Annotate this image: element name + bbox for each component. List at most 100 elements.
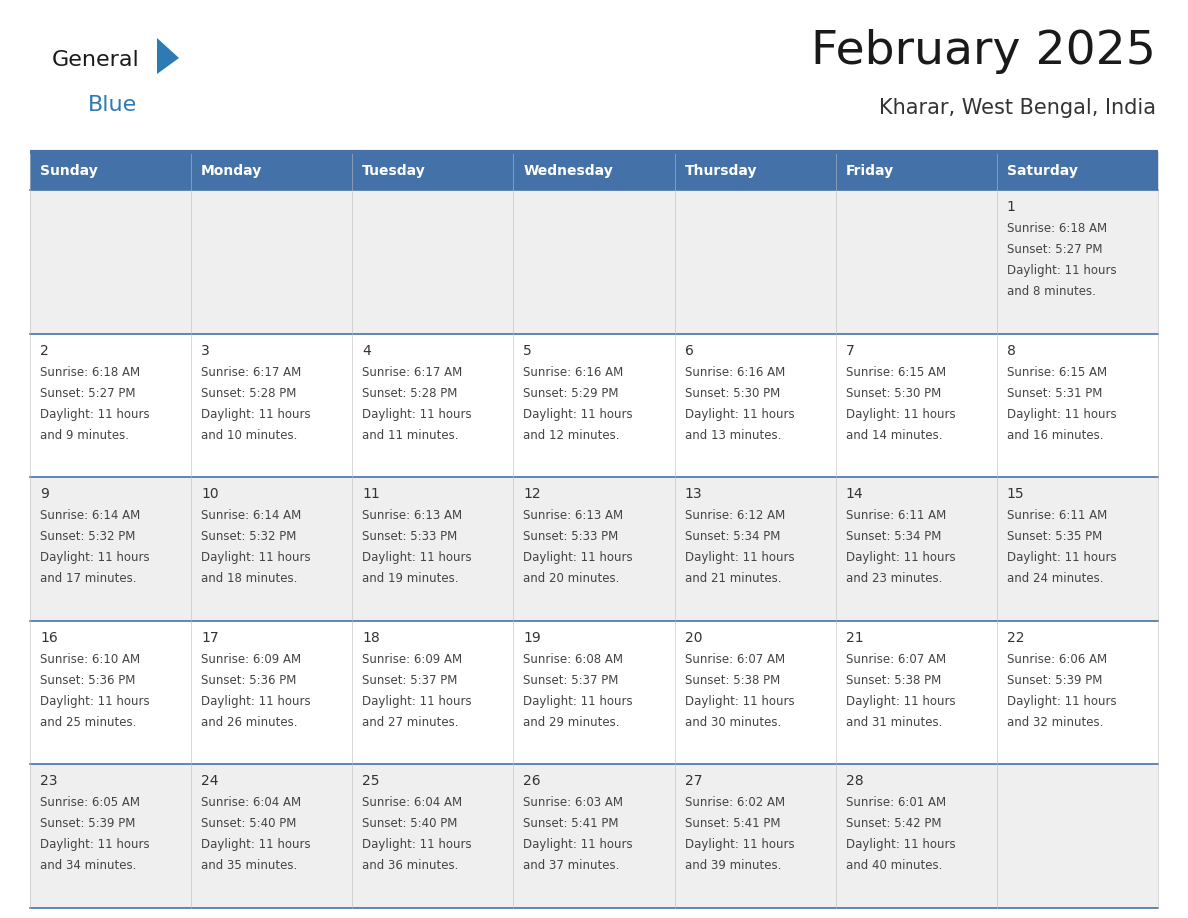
Bar	[353, 190, 513, 333]
Text: 11: 11	[362, 487, 380, 501]
Text: Daylight: 11 hours: Daylight: 11 hours	[362, 551, 472, 565]
Text: and 34 minutes.: and 34 minutes.	[40, 859, 137, 872]
Text: Blue: Blue	[88, 95, 138, 115]
Text: Sunset: 5:42 PM: Sunset: 5:42 PM	[846, 817, 941, 831]
Text: and 18 minutes.: and 18 minutes.	[201, 572, 297, 585]
Bar	[30, 190, 191, 333]
Text: 5: 5	[524, 343, 532, 358]
Text: Sunset: 5:30 PM: Sunset: 5:30 PM	[684, 386, 779, 399]
Bar	[191, 765, 353, 908]
Text: Sunset: 5:27 PM: Sunset: 5:27 PM	[40, 386, 135, 399]
Text: and 8 minutes.: and 8 minutes.	[1007, 285, 1095, 298]
Bar	[835, 477, 997, 621]
Text: 18: 18	[362, 631, 380, 644]
Bar	[513, 477, 675, 621]
Text: Sunrise: 6:18 AM: Sunrise: 6:18 AM	[40, 365, 140, 378]
Text: Sunrise: 6:02 AM: Sunrise: 6:02 AM	[684, 797, 785, 810]
Bar	[191, 190, 353, 333]
Text: Sunrise: 6:17 AM: Sunrise: 6:17 AM	[362, 365, 462, 378]
Text: Sunrise: 6:06 AM: Sunrise: 6:06 AM	[1007, 653, 1107, 666]
Bar	[30, 152, 1158, 190]
Text: Daylight: 11 hours: Daylight: 11 hours	[201, 551, 311, 565]
Text: 17: 17	[201, 631, 219, 644]
Text: and 27 minutes.: and 27 minutes.	[362, 716, 459, 729]
Text: Friday: Friday	[846, 164, 893, 178]
Text: 22: 22	[1007, 631, 1024, 644]
Bar	[191, 333, 353, 477]
Text: Sunrise: 6:14 AM: Sunrise: 6:14 AM	[40, 509, 140, 522]
Text: Daylight: 11 hours: Daylight: 11 hours	[846, 695, 955, 708]
Text: Thursday: Thursday	[684, 164, 757, 178]
Text: Sunset: 5:34 PM: Sunset: 5:34 PM	[846, 531, 941, 543]
Text: 25: 25	[362, 775, 380, 789]
Bar	[30, 333, 191, 477]
Bar	[30, 621, 191, 765]
Bar	[835, 190, 997, 333]
Text: and 39 minutes.: and 39 minutes.	[684, 859, 781, 872]
Text: 10: 10	[201, 487, 219, 501]
Text: Daylight: 11 hours: Daylight: 11 hours	[1007, 695, 1117, 708]
Text: and 11 minutes.: and 11 minutes.	[362, 429, 459, 442]
Text: Daylight: 11 hours: Daylight: 11 hours	[40, 408, 150, 420]
Bar	[191, 477, 353, 621]
Text: Sunrise: 6:13 AM: Sunrise: 6:13 AM	[362, 509, 462, 522]
Text: Sunset: 5:33 PM: Sunset: 5:33 PM	[362, 531, 457, 543]
Text: Sunset: 5:37 PM: Sunset: 5:37 PM	[362, 674, 457, 687]
Text: Sunset: 5:40 PM: Sunset: 5:40 PM	[362, 817, 457, 831]
Polygon shape	[157, 38, 179, 74]
Text: Daylight: 11 hours: Daylight: 11 hours	[40, 551, 150, 565]
Text: Wednesday: Wednesday	[524, 164, 613, 178]
Text: Daylight: 11 hours: Daylight: 11 hours	[1007, 551, 1117, 565]
Bar	[513, 765, 675, 908]
Text: Sunset: 5:39 PM: Sunset: 5:39 PM	[1007, 674, 1102, 687]
Text: Daylight: 11 hours: Daylight: 11 hours	[684, 551, 795, 565]
Text: and 16 minutes.: and 16 minutes.	[1007, 429, 1104, 442]
Bar	[997, 333, 1158, 477]
Text: Sunrise: 6:13 AM: Sunrise: 6:13 AM	[524, 509, 624, 522]
Text: Sunset: 5:29 PM: Sunset: 5:29 PM	[524, 386, 619, 399]
Bar	[353, 621, 513, 765]
Text: Sunrise: 6:14 AM: Sunrise: 6:14 AM	[201, 509, 302, 522]
Text: Daylight: 11 hours: Daylight: 11 hours	[524, 695, 633, 708]
Text: Daylight: 11 hours: Daylight: 11 hours	[524, 838, 633, 851]
Text: and 13 minutes.: and 13 minutes.	[684, 429, 781, 442]
Text: Sunrise: 6:18 AM: Sunrise: 6:18 AM	[1007, 222, 1107, 235]
Bar	[513, 190, 675, 333]
Bar	[835, 333, 997, 477]
Text: February 2025: February 2025	[811, 29, 1156, 74]
Text: 7: 7	[846, 343, 854, 358]
Text: Sunrise: 6:09 AM: Sunrise: 6:09 AM	[201, 653, 302, 666]
Bar	[513, 333, 675, 477]
Text: Sunrise: 6:04 AM: Sunrise: 6:04 AM	[362, 797, 462, 810]
Text: Daylight: 11 hours: Daylight: 11 hours	[40, 838, 150, 851]
Text: 3: 3	[201, 343, 210, 358]
Text: 28: 28	[846, 775, 864, 789]
Text: Sunset: 5:40 PM: Sunset: 5:40 PM	[201, 817, 297, 831]
Text: and 21 minutes.: and 21 minutes.	[684, 572, 781, 585]
Text: 13: 13	[684, 487, 702, 501]
Bar	[997, 477, 1158, 621]
Text: Sunset: 5:35 PM: Sunset: 5:35 PM	[1007, 531, 1102, 543]
Text: and 23 minutes.: and 23 minutes.	[846, 572, 942, 585]
Bar	[675, 765, 835, 908]
Text: Sunrise: 6:12 AM: Sunrise: 6:12 AM	[684, 509, 785, 522]
Text: 15: 15	[1007, 487, 1024, 501]
Text: 24: 24	[201, 775, 219, 789]
Text: Kharar, West Bengal, India: Kharar, West Bengal, India	[879, 98, 1156, 118]
Text: Daylight: 11 hours: Daylight: 11 hours	[846, 838, 955, 851]
Bar	[353, 333, 513, 477]
Bar	[997, 765, 1158, 908]
Bar	[675, 333, 835, 477]
Text: 9: 9	[40, 487, 49, 501]
Text: Sunrise: 6:16 AM: Sunrise: 6:16 AM	[684, 365, 785, 378]
Text: and 32 minutes.: and 32 minutes.	[1007, 716, 1104, 729]
Text: Daylight: 11 hours: Daylight: 11 hours	[684, 408, 795, 420]
Text: Sunrise: 6:15 AM: Sunrise: 6:15 AM	[1007, 365, 1107, 378]
Bar	[997, 621, 1158, 765]
Text: Daylight: 11 hours: Daylight: 11 hours	[362, 408, 472, 420]
Text: Daylight: 11 hours: Daylight: 11 hours	[40, 695, 150, 708]
Text: Sunset: 5:33 PM: Sunset: 5:33 PM	[524, 531, 619, 543]
Text: Sunrise: 6:07 AM: Sunrise: 6:07 AM	[684, 653, 785, 666]
Text: 23: 23	[40, 775, 57, 789]
Bar	[30, 477, 191, 621]
